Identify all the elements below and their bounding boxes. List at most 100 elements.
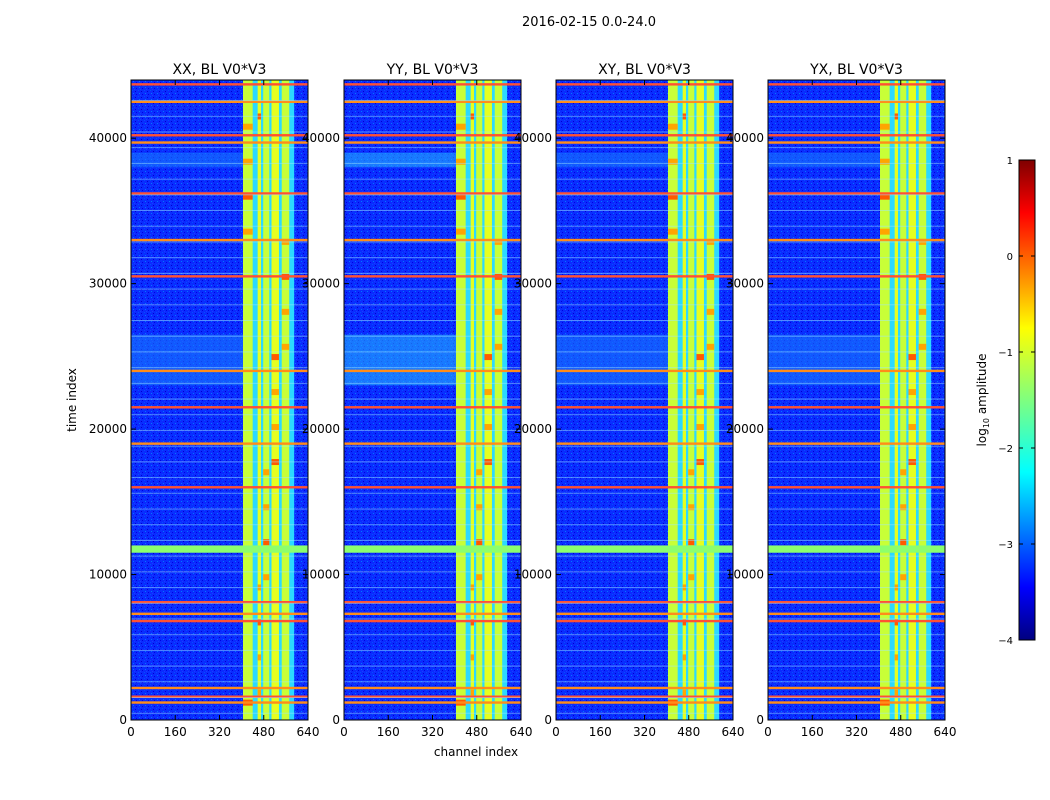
rfi-line [768, 194, 945, 196]
rfi-line [344, 555, 521, 557]
rfi-line [556, 272, 733, 274]
rfi-line [131, 587, 308, 589]
hot-patch [918, 308, 927, 315]
rfi-line [768, 414, 945, 416]
rfi-line [768, 131, 945, 133]
flagged-row [556, 238, 733, 242]
rfi-line [768, 100, 945, 102]
rfi-line [556, 414, 733, 416]
hot-patch [281, 308, 290, 315]
flagged-row [131, 695, 308, 698]
y-tick-label: 40000 [302, 131, 340, 145]
green-band-row [556, 545, 733, 553]
green-band-row [131, 545, 308, 553]
hot-patch [706, 308, 715, 315]
x-tick-label: 480 [465, 725, 488, 739]
rfi-line [556, 162, 733, 164]
band-column [682, 80, 686, 720]
x-tick-label: 320 [633, 725, 656, 739]
colorbar-tick-label: −3 [998, 540, 1013, 551]
flagged-row [131, 600, 308, 604]
rfi-line [344, 382, 521, 384]
rfi-line [131, 508, 308, 510]
rfi-line [768, 272, 945, 274]
rfi-line [556, 712, 733, 714]
band-column [908, 80, 916, 720]
x-tick-label: 640 [934, 725, 957, 739]
rfi-line [556, 194, 733, 196]
rfi-line [344, 398, 521, 400]
x-tick-label: 320 [208, 725, 231, 739]
elevated-region [131, 152, 244, 168]
rfi-line [344, 618, 521, 620]
rfi-line [768, 712, 945, 714]
band-column [281, 80, 290, 720]
flagged-row [768, 701, 945, 704]
flagged-row [556, 100, 733, 104]
rfi-line [768, 571, 945, 573]
hot-patch [456, 123, 466, 130]
elevated-region [344, 334, 457, 386]
flagged-row [344, 686, 521, 690]
flagged-row [131, 238, 308, 242]
green-band-row [344, 545, 521, 553]
hot-patch [668, 228, 678, 235]
hot-patch [476, 469, 483, 476]
rfi-line [131, 555, 308, 557]
rfi-line [131, 194, 308, 196]
flagged-row [556, 701, 733, 704]
rfi-line [131, 414, 308, 416]
band-column [257, 80, 261, 720]
rfi-line [344, 665, 521, 667]
rfi-line [556, 555, 733, 557]
elevated-region [768, 334, 881, 386]
hot-patch [668, 123, 678, 130]
hot-patch [484, 354, 492, 361]
rfi-line [344, 414, 521, 416]
y-tick-label: 30000 [514, 277, 552, 291]
flagged-row [344, 134, 521, 137]
rfi-line [344, 100, 521, 102]
rfi-line [768, 539, 945, 541]
y-tick-label: 40000 [726, 131, 764, 145]
hot-patch [243, 228, 253, 235]
hot-patch [894, 689, 898, 696]
hot-patch [696, 424, 704, 431]
rfi-line [131, 618, 308, 620]
rfi-line [556, 461, 733, 463]
rfi-line [556, 697, 733, 699]
hot-patch [263, 574, 270, 581]
rfi-line [344, 681, 521, 683]
panel-title: YX, BL V0*V3 [809, 62, 903, 78]
rfi-line [768, 524, 945, 526]
rfi-line [768, 429, 945, 431]
rfi-line [131, 382, 308, 384]
flagged-row [131, 141, 308, 144]
rfi-line [556, 649, 733, 651]
x-tick-label: 480 [252, 725, 275, 739]
rfi-line [131, 461, 308, 463]
panel-title: XX, BL V0*V3 [173, 62, 267, 78]
rfi-line [344, 272, 521, 274]
flagged-row [344, 612, 521, 616]
rfi-line [768, 225, 945, 227]
rfi-line [556, 571, 733, 573]
band-column [668, 80, 678, 720]
rfi-line [344, 571, 521, 573]
panel-2: XY, BL V0*V3 0 160 320 480 640 0 10000 20000 3000… [514, 62, 745, 739]
rfi-line [344, 492, 521, 494]
colorbar-label: log10 amplitude [975, 354, 991, 447]
rfi-line [131, 539, 308, 541]
rfi-line [556, 288, 733, 290]
rfi-line [556, 335, 733, 337]
x-tick-label: 160 [801, 725, 824, 739]
hot-patch [271, 389, 279, 396]
hot-patch [668, 158, 678, 165]
flagged-row [556, 442, 733, 445]
flagged-row [131, 686, 308, 690]
hot-patch [706, 343, 715, 350]
flagged-row [768, 134, 945, 137]
rfi-line [768, 115, 945, 117]
rfi-line [768, 210, 945, 212]
